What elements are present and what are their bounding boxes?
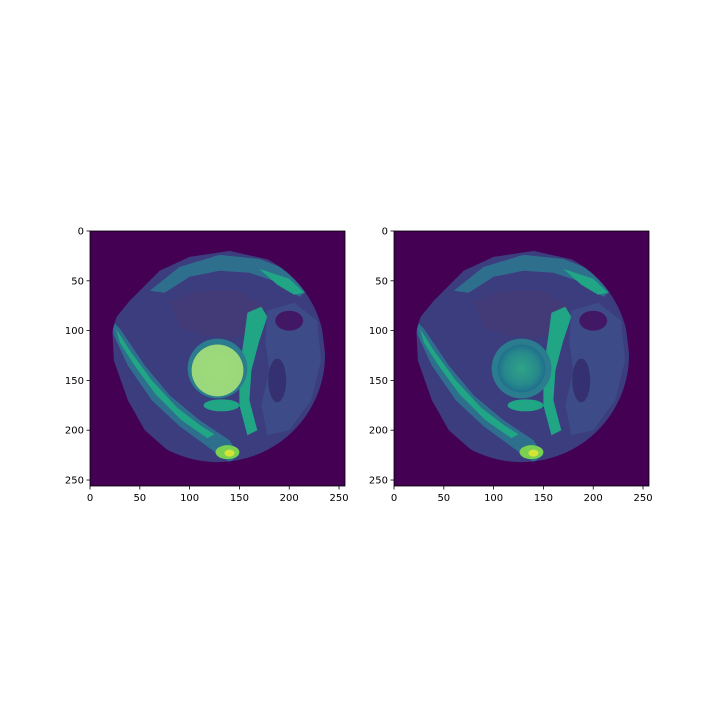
x-tick-label: 200 (280, 493, 299, 504)
vessel-1 (579, 310, 608, 331)
x-tick-label: 100 (484, 493, 503, 504)
x-tick-label: 150 (534, 493, 553, 504)
lung-region (473, 290, 569, 339)
segmentation-mask (191, 344, 244, 397)
y-tick-label: 200 (65, 426, 84, 437)
vessel-1 (275, 310, 304, 331)
vessel-2 (268, 358, 287, 403)
y-tick-label: 0 (382, 227, 388, 238)
vessel-2 (572, 358, 591, 403)
y-tick-label: 200 (369, 426, 388, 437)
mri-image (90, 231, 345, 486)
septum (543, 306, 572, 436)
y-tick-label: 100 (65, 326, 84, 337)
axes-frame (393, 230, 650, 487)
thoracic-wall (111, 320, 240, 463)
lv-cavity (497, 344, 546, 393)
chest-wall (453, 254, 612, 297)
x-tick-label: 0 (87, 493, 93, 504)
y-tick-label: 50 (71, 276, 84, 287)
x-tick-label: 150 (230, 493, 249, 504)
lung-region (169, 290, 265, 339)
y-tick-label: 50 (375, 276, 388, 287)
y-tick-label: 100 (369, 326, 388, 337)
x-tick-label: 50 (133, 493, 146, 504)
x-tick-label: 0 (391, 493, 397, 504)
x-tick-label: 100 (180, 493, 199, 504)
chest-wall (149, 254, 308, 297)
hotspot-peak (528, 449, 539, 457)
axes-frame (89, 230, 346, 487)
lv-inferior-wall (203, 399, 240, 412)
x-tick-label: 50 (437, 493, 450, 504)
septum (239, 306, 268, 436)
chest-wall-highlight (563, 268, 609, 295)
y-tick-label: 150 (369, 376, 388, 387)
y-tick-label: 150 (65, 376, 84, 387)
x-tick-label: 200 (584, 493, 603, 504)
y-tick-label: 250 (369, 476, 388, 487)
x-tick-label: 250 (633, 493, 652, 504)
field-of-view (415, 250, 630, 463)
lv-inferior-wall (507, 399, 544, 412)
chest-wall-highlight (259, 268, 305, 295)
y-tick-label: 250 (65, 476, 84, 487)
mri-image (394, 231, 649, 486)
y-tick-label: 0 (78, 227, 84, 238)
thoracic-wall (415, 320, 544, 463)
x-tick-label: 250 (329, 493, 348, 504)
hotspot-peak (224, 449, 235, 457)
